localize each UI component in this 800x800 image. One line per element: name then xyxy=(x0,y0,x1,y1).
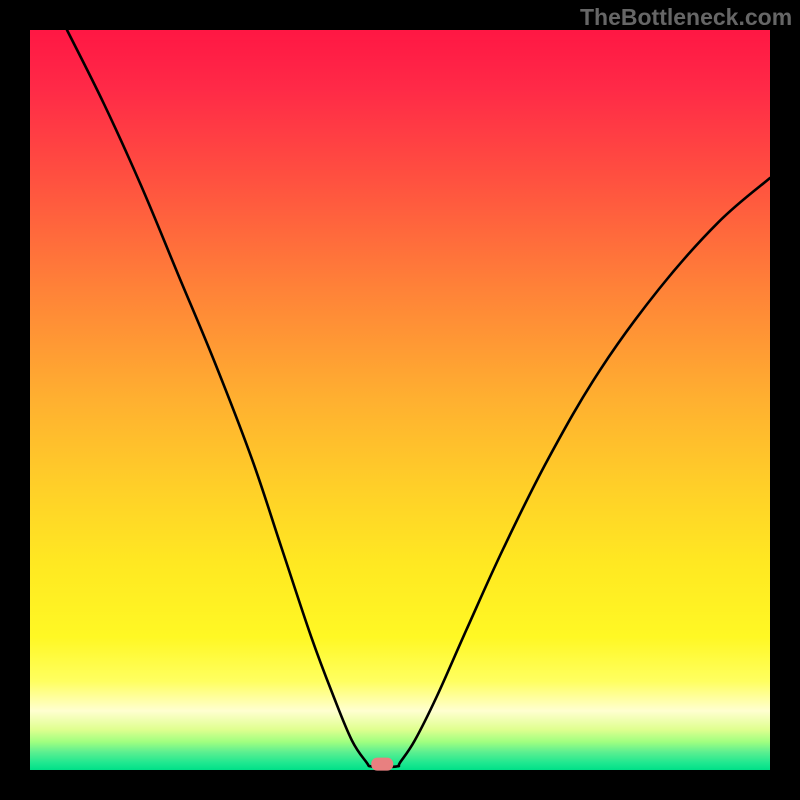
watermark-text: TheBottleneck.com xyxy=(580,4,792,31)
plot-area xyxy=(30,30,770,770)
bottleneck-chart xyxy=(0,0,800,800)
chart-container: TheBottleneck.com xyxy=(0,0,800,800)
optimum-marker xyxy=(371,758,393,771)
